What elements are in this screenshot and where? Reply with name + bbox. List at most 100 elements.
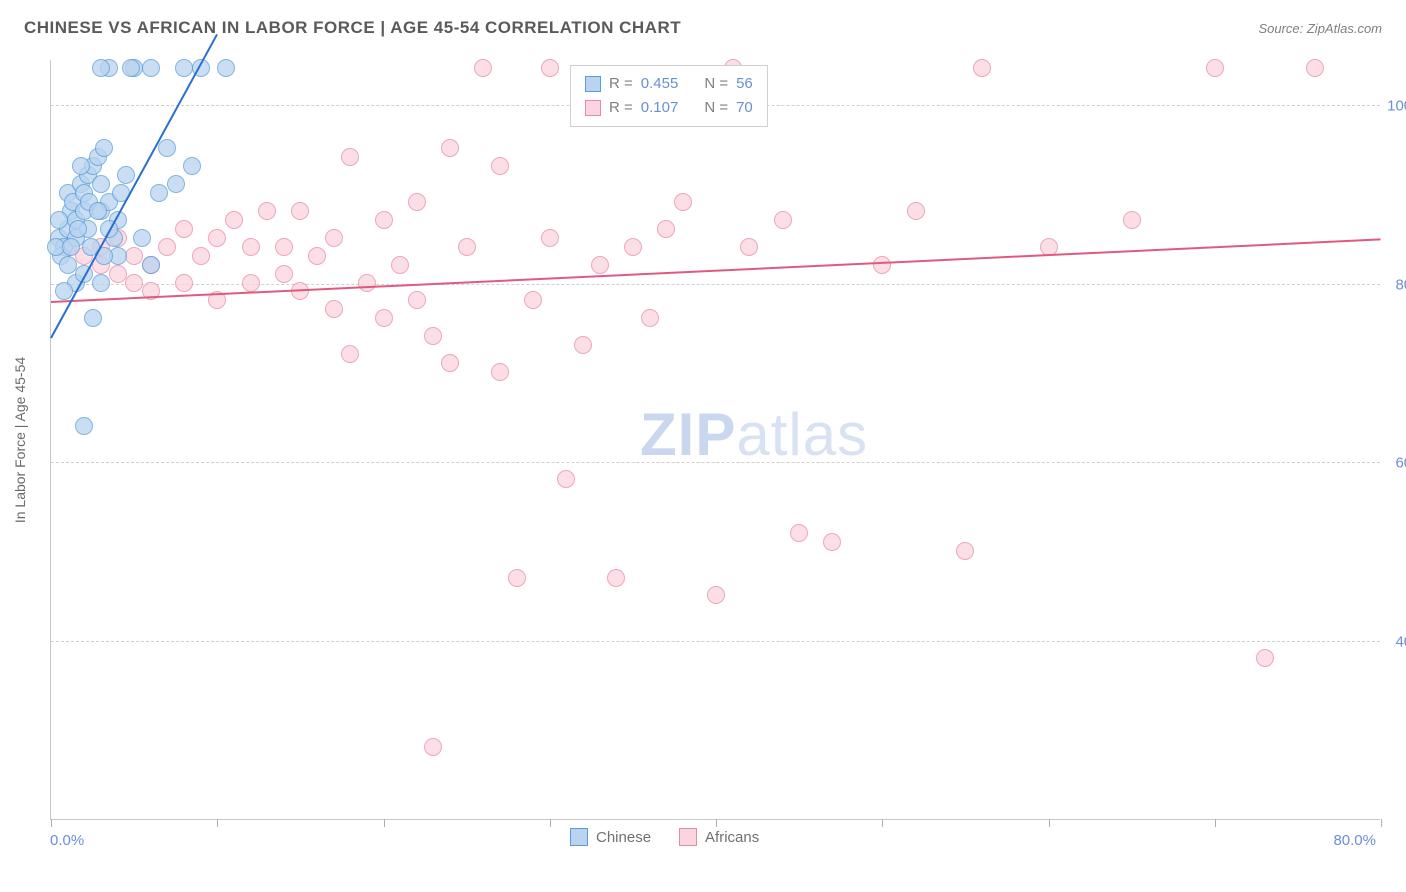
scatter-point-african [408,193,426,211]
gridline: 40.0% [51,641,1380,642]
scatter-chart: 40.0%60.0%80.0%100.0% [50,60,1380,820]
scatter-point-african [624,238,642,256]
legend-row-african: R = 0.107 N = 70 [585,96,753,120]
scatter-point-african [458,238,476,256]
gridline: 60.0% [51,462,1380,463]
scatter-point-african [474,59,492,77]
scatter-point-african [657,220,675,238]
x-tick [716,819,717,827]
swatch-african [679,828,697,846]
legend-row-chinese: R = 0.455 N = 56 [585,72,753,96]
scatter-point-african [823,533,841,551]
x-axis-min-label: 0.0% [50,832,84,849]
scatter-point-african [541,59,559,77]
scatter-point-african [109,265,127,283]
scatter-point-chinese [150,184,168,202]
legend-swatch-chinese [585,76,601,92]
scatter-point-african [973,59,991,77]
scatter-point-african [674,193,692,211]
scatter-point-african [591,256,609,274]
scatter-point-african [956,542,974,560]
swatch-chinese [570,828,588,846]
scatter-point-chinese [117,166,135,184]
scatter-point-chinese [84,309,102,327]
scatter-point-chinese [95,139,113,157]
scatter-point-chinese [133,229,151,247]
scatter-point-chinese [50,211,68,229]
scatter-point-african [1206,59,1224,77]
scatter-point-african [790,524,808,542]
scatter-point-chinese [92,274,110,292]
scatter-point-chinese [92,175,110,193]
scatter-point-chinese [122,59,140,77]
x-tick [51,819,52,827]
scatter-point-chinese [217,59,235,77]
series-legend: Chinese Africans [570,828,759,846]
scatter-point-african [574,336,592,354]
scatter-point-african [375,309,393,327]
scatter-point-chinese [59,256,77,274]
scatter-point-african [325,300,343,318]
scatter-point-african [424,327,442,345]
scatter-point-african [375,211,393,229]
x-tick [1049,819,1050,827]
scatter-point-african [275,265,293,283]
scatter-point-african [740,238,758,256]
scatter-point-african [242,238,260,256]
scatter-point-african [358,274,376,292]
scatter-point-african [175,274,193,292]
scatter-point-african [907,202,925,220]
x-tick [550,819,551,827]
x-tick [1215,819,1216,827]
scatter-point-african [524,291,542,309]
scatter-point-african [707,586,725,604]
x-tick [217,819,218,827]
scatter-point-african [408,291,426,309]
scatter-point-african [275,238,293,256]
scatter-point-african [308,247,326,265]
y-axis-title: In Labor Force | Age 45-54 [12,357,28,523]
scatter-point-african [774,211,792,229]
legend-item-african: Africans [679,828,759,846]
scatter-point-african [1256,649,1274,667]
scatter-point-african [125,274,143,292]
x-axis-max-label: 80.0% [1333,832,1376,849]
scatter-point-african [258,202,276,220]
scatter-point-african [341,345,359,363]
scatter-point-african [158,238,176,256]
scatter-point-african [291,202,309,220]
scatter-point-african [491,363,509,381]
scatter-point-african [208,229,226,247]
y-tick-label: 80.0% [1395,276,1406,293]
scatter-point-chinese [142,59,160,77]
scatter-point-chinese [69,220,87,238]
scatter-point-african [325,229,343,247]
scatter-point-chinese [175,59,193,77]
scatter-point-african [641,309,659,327]
y-tick-label: 60.0% [1395,455,1406,472]
scatter-point-chinese [142,256,160,274]
scatter-point-african [873,256,891,274]
x-tick [882,819,883,827]
legend-item-chinese: Chinese [570,828,651,846]
source-attribution: Source: ZipAtlas.com [1258,21,1382,36]
scatter-point-african [424,738,442,756]
x-tick [1381,819,1382,827]
scatter-point-chinese [158,139,176,157]
scatter-point-chinese [92,59,110,77]
y-tick-label: 40.0% [1395,634,1406,651]
x-tick [384,819,385,827]
scatter-point-chinese [183,157,201,175]
scatter-point-african [192,247,210,265]
scatter-point-african [557,470,575,488]
scatter-point-african [607,569,625,587]
chart-title: CHINESE VS AFRICAN IN LABOR FORCE | AGE … [24,18,681,38]
scatter-point-african [175,220,193,238]
scatter-point-african [441,354,459,372]
scatter-point-african [225,211,243,229]
scatter-point-african [508,569,526,587]
scatter-point-chinese [72,157,90,175]
scatter-point-african [441,139,459,157]
scatter-point-chinese [167,175,185,193]
legend-swatch-african [585,100,601,116]
